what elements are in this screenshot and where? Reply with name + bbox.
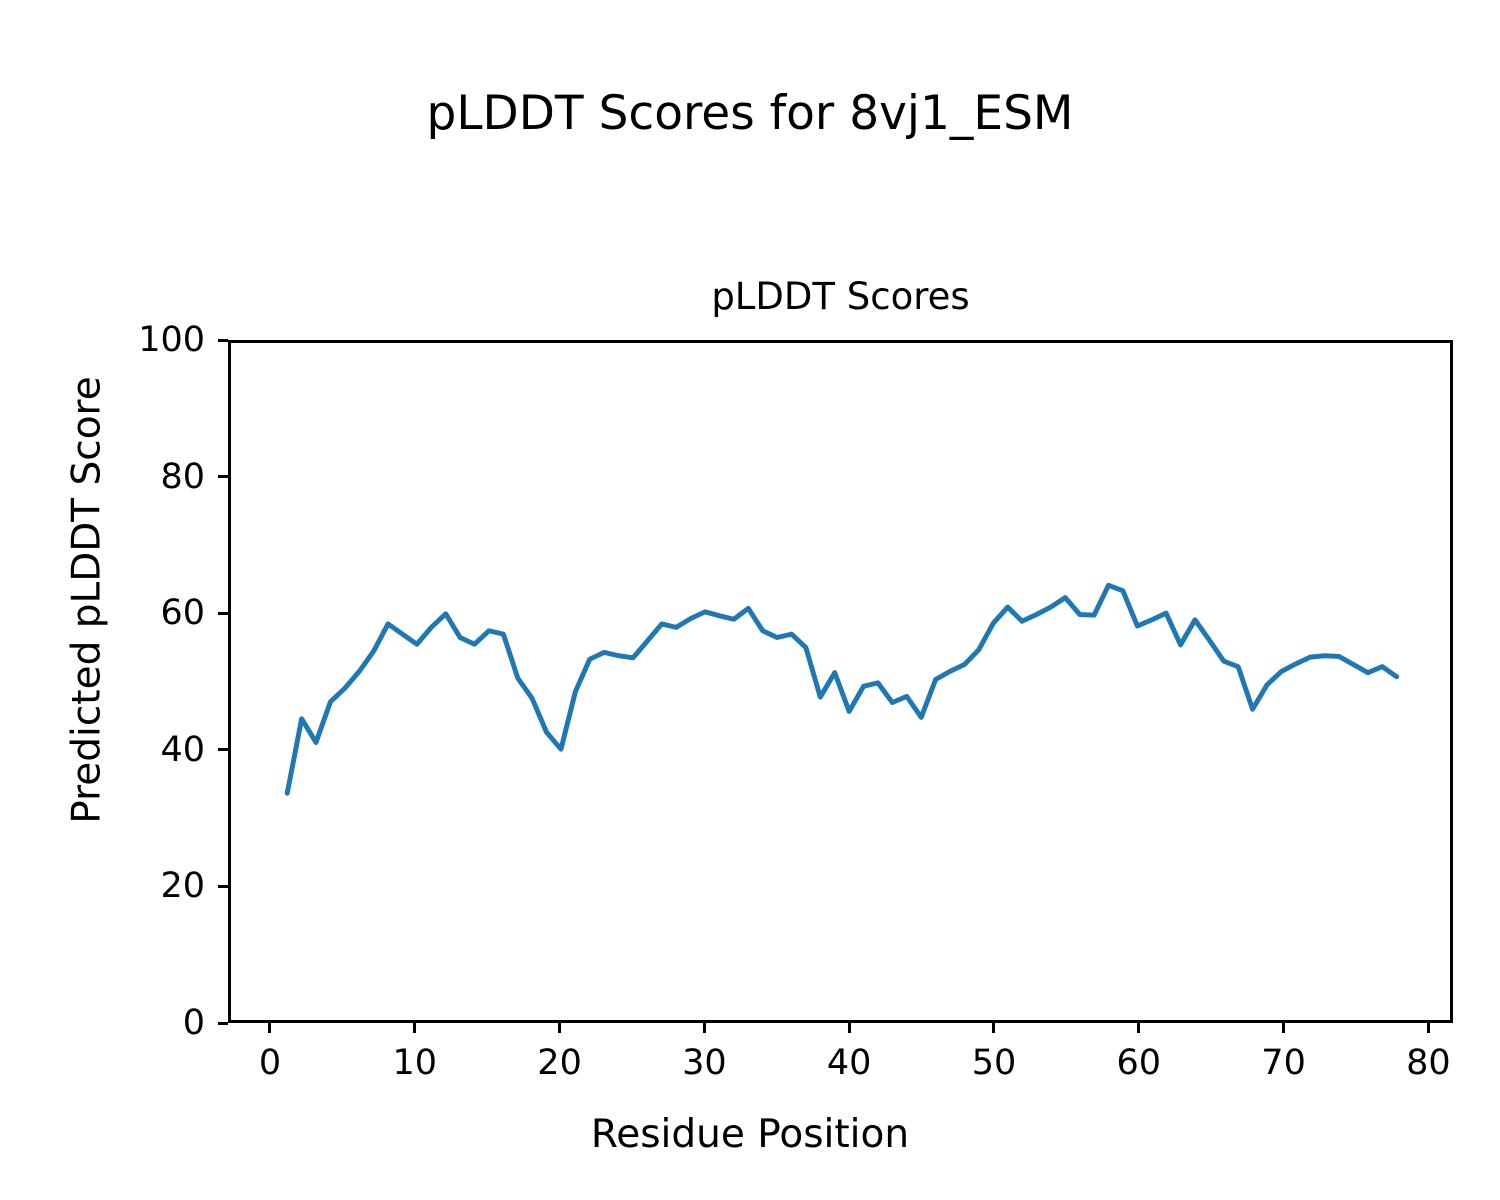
y-tick-label: 80 bbox=[160, 456, 205, 497]
x-tick-label: 10 bbox=[392, 1043, 438, 1083]
x-tick-label: 50 bbox=[971, 1043, 1017, 1083]
figure-title: pLDDT Scores for 8vj1_ESM bbox=[426, 86, 1074, 141]
x-tick-mark bbox=[1282, 1023, 1286, 1033]
y-tick-label: 60 bbox=[160, 593, 205, 634]
y-tick-mark bbox=[218, 338, 228, 342]
plddt-line bbox=[284, 582, 1400, 796]
x-tick-label: 70 bbox=[1261, 1043, 1306, 1083]
x-tick-label: 30 bbox=[682, 1043, 727, 1083]
y-axis-label: Predicted pLDDT Score bbox=[64, 376, 110, 824]
y-tick-mark bbox=[218, 611, 228, 615]
x-tick-label: 0 bbox=[258, 1043, 282, 1083]
y-tick-mark bbox=[218, 475, 228, 479]
y-tick-label: 100 bbox=[138, 320, 205, 360]
x-tick-label: 40 bbox=[826, 1043, 872, 1083]
y-tick-mark bbox=[218, 748, 228, 752]
x-axis-label: Residue Position bbox=[590, 1112, 910, 1157]
x-tick-mark bbox=[558, 1023, 562, 1033]
x-tick-mark bbox=[702, 1023, 706, 1033]
y-tick-mark bbox=[218, 884, 228, 888]
x-tick-mark bbox=[992, 1023, 996, 1033]
axes-title: pLDDT Scores bbox=[711, 275, 970, 318]
x-tick-mark bbox=[1137, 1023, 1141, 1033]
x-tick-label: 60 bbox=[1116, 1043, 1162, 1083]
y-tick-mark bbox=[218, 1021, 228, 1025]
y-tick-label: 0 bbox=[182, 1003, 205, 1043]
x-tick-label: 80 bbox=[1406, 1043, 1451, 1083]
line-chart-canvas bbox=[284, 582, 1400, 796]
x-tick-mark bbox=[413, 1023, 417, 1033]
x-tick-label: 20 bbox=[537, 1043, 582, 1083]
x-tick-mark bbox=[268, 1023, 272, 1033]
x-tick-mark bbox=[1426, 1023, 1430, 1033]
y-tick-label: 20 bbox=[160, 866, 205, 907]
plot-area bbox=[228, 340, 1453, 1023]
x-tick-mark bbox=[847, 1023, 851, 1033]
y-tick-label: 40 bbox=[160, 729, 205, 770]
